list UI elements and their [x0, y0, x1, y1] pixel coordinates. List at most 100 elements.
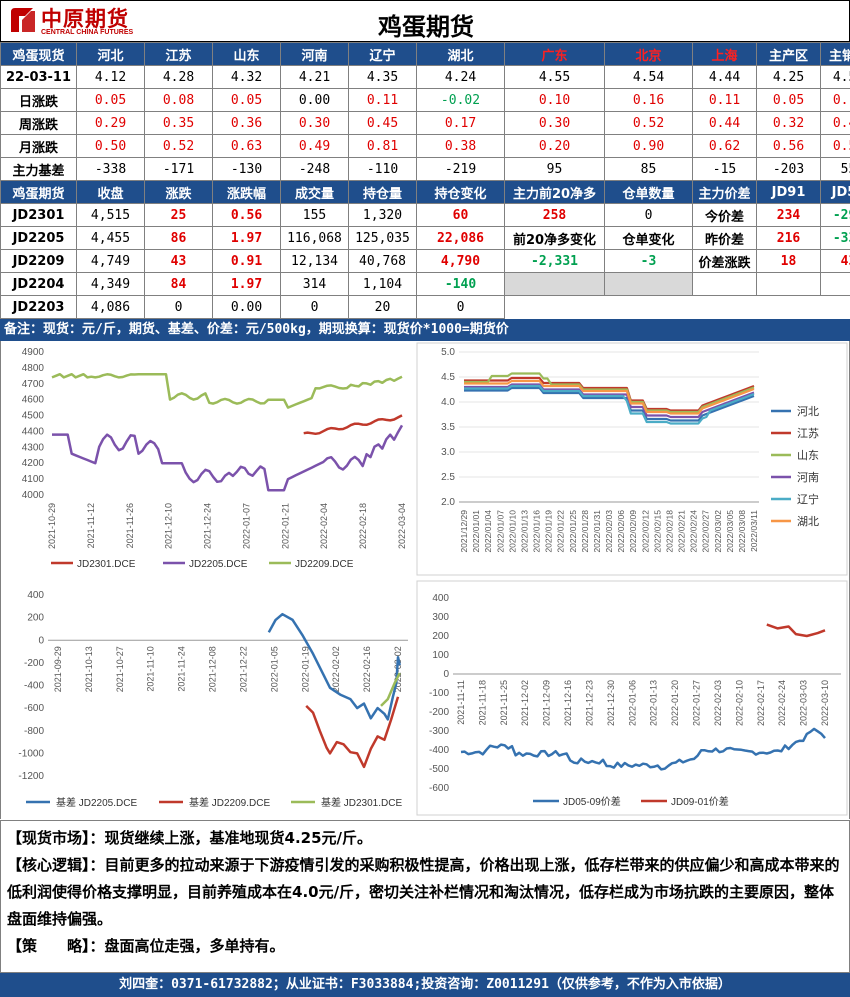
spot-value-cell: 4.21	[280, 65, 349, 89]
spot-value-cell: 0.10	[504, 88, 605, 112]
spot-value-cell: 0.62	[692, 134, 757, 158]
spot-value-cell: -130	[212, 157, 281, 181]
spot-header-cell: 广东	[504, 42, 605, 66]
spot-value-cell: 4.51	[820, 65, 850, 89]
price-y-tick: 4700	[22, 379, 45, 390]
spot-legend-label: 山东	[797, 449, 819, 462]
jd91-change: 18	[756, 249, 821, 273]
basis-jd2205-line	[267, 612, 401, 721]
spot-series-line	[464, 379, 755, 415]
spot-header-row: 鸡蛋现货 河北 江苏 山东 河南 辽宁 湖北 广东 北京 上海 主产区 主销区	[0, 42, 850, 66]
spread-x-tick: 2021-12-02	[520, 680, 530, 726]
price-x-tick: 2022-01-21	[280, 503, 290, 549]
spot-header-cell: 湖北	[416, 42, 505, 66]
spot-value-cell: 95	[504, 157, 605, 181]
spot-row: 22-03-11 4.12 4.28 4.32 4.21 4.35 4.24 4.55 4.54…	[0, 65, 850, 89]
spread-x-tick: 2022-01-20	[670, 680, 680, 726]
spread-y-tick: 0	[443, 669, 449, 680]
empty-cell	[504, 272, 605, 296]
futures-header-cell: 仓单数量	[604, 180, 693, 204]
spread-y-tick: -400	[429, 745, 449, 756]
spot-value-cell: 0.90	[604, 134, 693, 158]
spot-value-cell: 0.17	[416, 111, 505, 135]
spot-value-cell: 0.49	[280, 134, 349, 158]
price-x-tick: 2021-11-12	[86, 503, 96, 548]
volume: 155	[280, 203, 349, 227]
spread-x-tick: 2021-12-16	[563, 680, 573, 726]
basis-legend-label: 基差 JD2205.DCE	[56, 796, 137, 809]
price-change: 25	[144, 203, 213, 227]
spot-row-label: 日涨跌	[0, 88, 77, 112]
spot-y-tick: 4.0	[441, 397, 455, 408]
spread-x-tick: 2021-11-25	[499, 680, 509, 725]
spread-x-tick: 2022-03-03	[799, 680, 809, 726]
spot-legend-label: 河南	[797, 471, 819, 484]
net-long-value: 258	[504, 203, 605, 227]
spot-value-cell: 0.50	[76, 134, 145, 158]
spot-series-line	[464, 384, 755, 425]
logo-mark-icon	[11, 8, 35, 32]
price-change: 86	[144, 226, 213, 250]
spot-market-label: 【现货市场】：	[7, 829, 105, 847]
spot-y-tick: 3.0	[441, 447, 455, 458]
spot-value-cell: 0.56	[756, 134, 821, 158]
oi-change: 60	[416, 203, 505, 227]
spot-value-cell: 0.20	[504, 134, 605, 158]
spot-x-tick: 2022/02/12	[640, 510, 650, 553]
price-y-tick: 4300	[22, 442, 45, 453]
spot-x-tick: 2022/02/03	[604, 510, 614, 553]
spread-legend-label: JD09-01价差	[671, 795, 729, 808]
spot-x-tick: 2022/01/16	[532, 510, 542, 553]
price-y-tick: 4000	[22, 490, 45, 501]
futures-row: JD2205 4,455 86 1.97 116,068 125,035 22,086 前20…	[0, 226, 850, 250]
price-y-tick: 4800	[22, 363, 45, 374]
spot-value-cell: 0.52	[144, 134, 213, 158]
spot-y-tick: 2.5	[441, 472, 455, 483]
charts-svg: 4900480047004600450044004300420041004000…	[1, 341, 849, 819]
spot-value-cell: 0.32	[756, 111, 821, 135]
oi-change: -140	[416, 272, 505, 296]
volume: 12,134	[280, 249, 349, 273]
spread-legend-label: JD05-09价差	[563, 795, 621, 808]
basis-legend-label: 基差 JD2209.DCE	[189, 796, 270, 809]
basis-y-tick: -200	[24, 658, 44, 669]
spot-x-tick: 2022/03/11	[749, 510, 759, 552]
spot-series-line	[464, 383, 755, 419]
price-x-tick: 2022-01-07	[241, 503, 251, 549]
basis-y-tick: -800	[24, 726, 44, 737]
basis-y-tick: -400	[24, 681, 44, 692]
basis-x-tick: 2021-09-29	[53, 646, 63, 692]
spot-value-cell: 4.35	[348, 65, 417, 89]
contract-code: JD2203	[0, 295, 77, 319]
spot-value-cell: 0.81	[348, 134, 417, 158]
percent-change: 0.00	[212, 295, 281, 319]
spot-value-cell: 0.35	[144, 111, 213, 135]
futures-header-row: 鸡蛋期货 收盘 涨跌 涨跌幅 成交量 持仓量 持仓变化 主力前20净多 仓单数量…	[0, 180, 850, 204]
spot-value-cell: 0.36	[212, 111, 281, 135]
spot-value-cell: 0.52	[604, 111, 693, 135]
spot-value-cell: 4.54	[604, 65, 693, 89]
futures-header-cell: 涨跌幅	[212, 180, 281, 204]
spread-y-tick: 400	[432, 593, 449, 604]
oi-change: 0	[416, 295, 505, 319]
spot-value-cell: 0.30	[504, 111, 605, 135]
spot-value-cell: 4.28	[144, 65, 213, 89]
close-price: 4,455	[76, 226, 145, 250]
futures-header-cell: 涨跌	[144, 180, 213, 204]
basis-x-tick: 2022-01-19	[300, 646, 310, 692]
futures-row: JD2204 4,349 84 1.97 314 1,104 -140	[0, 272, 850, 296]
percent-change: 0.56	[212, 203, 281, 227]
spot-x-tick: 2022/02/24	[689, 510, 699, 553]
spot-value-cell: 0.12	[820, 88, 850, 112]
spot-x-tick: 2022/01/13	[519, 510, 529, 553]
basis-y-tick: -1200	[18, 771, 44, 782]
spot-y-tick: 3.5	[441, 422, 455, 433]
basis-y-tick: 200	[27, 613, 44, 624]
basis-x-tick: 2021-12-22	[238, 646, 248, 692]
market-commentary: 【现货市场】：现货继续上涨，基准地现货4.25元/斤。 【核心逻辑】：目前更多的…	[0, 820, 850, 973]
spot-header-cell: 辽宁	[348, 42, 417, 66]
jd59-change: 43	[820, 249, 850, 273]
spread-y-tick: 100	[432, 650, 449, 661]
spread-0901-line	[766, 623, 826, 638]
spot-x-tick: 2022/01/22	[556, 510, 566, 553]
